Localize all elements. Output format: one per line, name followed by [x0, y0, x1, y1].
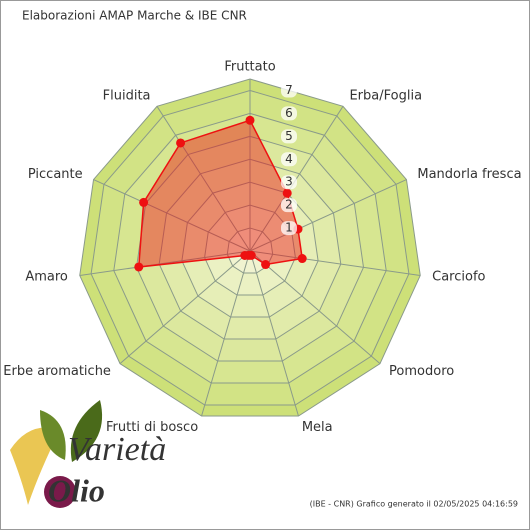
logo: Varietà Olio — [10, 400, 166, 508]
data-point — [139, 197, 149, 207]
axis-label: Carciofo — [432, 270, 485, 285]
tick-label: 2 — [285, 198, 293, 212]
tick-bg — [281, 106, 297, 121]
axis-line — [79, 250, 251, 276]
data-point — [282, 188, 292, 198]
footer: (IBE - CNR) Grafico generato il 02/05/20… — [310, 500, 518, 509]
tick-label: 5 — [285, 129, 293, 143]
axis-line — [156, 106, 251, 252]
tick-label: 6 — [285, 106, 293, 120]
tick-bg — [281, 198, 297, 213]
axis-label: Pomodoro — [389, 364, 454, 379]
tick-label: 1 — [285, 221, 293, 235]
data-point — [134, 262, 144, 272]
logo-text: Olio — [48, 472, 105, 508]
tick-bg — [281, 221, 297, 236]
tick-bg — [281, 152, 297, 167]
data-point — [176, 138, 186, 148]
tick-bg — [281, 129, 297, 144]
logo-leaf — [70, 400, 103, 462]
axis-label: Frutti di bosco — [106, 420, 198, 435]
plot: Fruttato Erba/Foglia Mandorla fresca Carcio… — [3, 60, 521, 436]
axis-line — [201, 250, 251, 417]
axis-line — [249, 250, 421, 276]
axis-line — [249, 250, 381, 365]
axis-label: Erbe aromatiche — [3, 364, 111, 379]
axis-line — [249, 106, 344, 252]
rings — [79, 78, 421, 417]
axis-line — [119, 250, 251, 365]
logo-shape — [10, 427, 60, 505]
data-point — [240, 251, 250, 261]
data-point — [261, 260, 271, 270]
data-point — [245, 115, 255, 125]
tick-label: 3 — [285, 175, 293, 189]
axis-label: Fluidita — [103, 89, 151, 104]
axis-label: Mela — [302, 420, 333, 435]
axis-label: Fruttato — [224, 60, 275, 75]
logo-olive — [44, 476, 76, 508]
logo-text: Varietà — [68, 431, 166, 468]
logo-leaf — [40, 410, 66, 460]
tick-bg — [281, 175, 297, 190]
axis-label: Mandorla fresca — [417, 167, 521, 182]
chart-title: Elaborazioni AMAP Marche & IBE CNR — [22, 9, 247, 23]
axis-line — [93, 179, 251, 252]
axis-label: Erba/Foglia — [349, 89, 422, 104]
tick-label: 7 — [285, 83, 293, 97]
tick-bg — [281, 83, 297, 98]
axis-line — [249, 179, 407, 252]
tick-label: 4 — [285, 152, 293, 166]
data-point — [297, 254, 307, 264]
axis-label: Amaro — [25, 270, 68, 285]
axis-line — [249, 250, 299, 417]
axis-label: Piccante — [28, 167, 83, 182]
